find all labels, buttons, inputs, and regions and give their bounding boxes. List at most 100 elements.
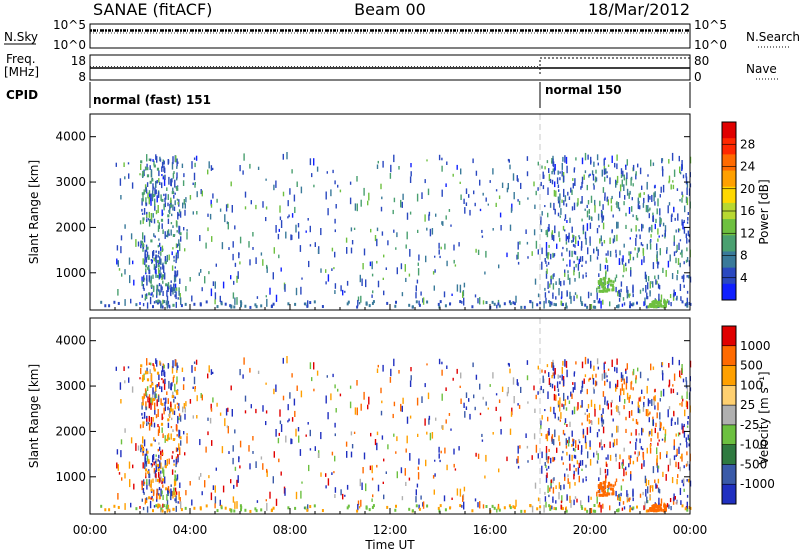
echo-feature-cell bbox=[651, 504, 654, 508]
range-cell bbox=[289, 188, 291, 195]
range-cell bbox=[193, 361, 196, 364]
range-cell bbox=[209, 213, 212, 220]
range-cell bbox=[163, 193, 165, 197]
nsky-label: N.Sky bbox=[4, 30, 38, 44]
range-cell bbox=[153, 264, 156, 269]
range-cell bbox=[233, 280, 235, 285]
range-cell bbox=[142, 232, 144, 240]
range-cell bbox=[184, 203, 186, 209]
range-cell bbox=[153, 301, 156, 304]
range-cell bbox=[128, 173, 130, 179]
range-cell bbox=[150, 397, 152, 403]
ground-cell bbox=[529, 504, 532, 508]
range-cell bbox=[662, 171, 664, 177]
range-cell bbox=[144, 498, 147, 504]
colorbar-segment bbox=[722, 138, 736, 155]
range-cell bbox=[167, 282, 170, 286]
range-cell bbox=[652, 215, 654, 223]
echo-feature-cell bbox=[601, 285, 604, 289]
range-cell bbox=[164, 406, 166, 412]
range-cell bbox=[630, 228, 633, 232]
range-cell bbox=[562, 360, 564, 366]
range-cell bbox=[446, 464, 448, 471]
range-cell bbox=[656, 455, 658, 463]
range-cell bbox=[659, 452, 661, 460]
range-cell bbox=[415, 496, 417, 503]
range-cell bbox=[631, 197, 633, 201]
range-cell bbox=[174, 396, 176, 399]
range-cell bbox=[574, 244, 576, 248]
range-cell bbox=[210, 165, 213, 171]
range-cell bbox=[406, 231, 408, 240]
range-cell bbox=[157, 191, 160, 198]
range-cell bbox=[445, 419, 447, 424]
range-cell bbox=[210, 204, 213, 208]
range-cell bbox=[172, 491, 174, 499]
x-tick-1200: 12:00 bbox=[373, 523, 408, 537]
range-cell bbox=[168, 413, 170, 417]
range-cell bbox=[409, 249, 411, 257]
range-cell bbox=[606, 197, 608, 202]
range-cell bbox=[128, 377, 130, 383]
range-cell bbox=[266, 470, 268, 477]
range-cell bbox=[485, 401, 487, 406]
range-cell bbox=[225, 204, 228, 212]
range-cell bbox=[625, 177, 628, 186]
range-cell bbox=[558, 189, 560, 192]
range-cell bbox=[537, 249, 539, 255]
range-cell bbox=[668, 159, 670, 164]
echo-feature-cell bbox=[172, 303, 175, 307]
range-cell bbox=[517, 241, 519, 250]
range-cell bbox=[558, 393, 560, 396]
range-cell bbox=[601, 446, 603, 451]
range-cell bbox=[141, 294, 143, 298]
range-cell bbox=[564, 359, 566, 367]
range-cell bbox=[207, 373, 209, 379]
range-cell bbox=[619, 395, 621, 402]
range-cell bbox=[592, 378, 595, 385]
range-cell bbox=[567, 270, 569, 274]
range-cell bbox=[647, 276, 650, 282]
range-cell bbox=[658, 497, 660, 506]
range-cell bbox=[178, 494, 180, 500]
ground-cell bbox=[549, 303, 552, 307]
range-cell bbox=[157, 220, 159, 224]
range-cell bbox=[679, 171, 682, 175]
range-cell bbox=[327, 412, 329, 420]
ground-cell bbox=[459, 504, 462, 508]
range-cell bbox=[382, 277, 384, 280]
range-cell bbox=[287, 420, 289, 423]
range-cell bbox=[564, 229, 566, 232]
range-cell bbox=[554, 164, 556, 171]
range-cell bbox=[349, 197, 352, 205]
range-cell bbox=[426, 431, 428, 435]
nave-tick-high: 80 bbox=[694, 54, 709, 68]
range-cell bbox=[460, 194, 462, 200]
range-cell bbox=[149, 296, 152, 305]
range-cell bbox=[463, 282, 466, 288]
range-cell bbox=[372, 290, 374, 294]
range-cell bbox=[124, 428, 126, 433]
range-cell bbox=[673, 251, 676, 257]
range-cell bbox=[305, 230, 307, 233]
range-cell bbox=[646, 385, 648, 394]
range-cell bbox=[561, 199, 563, 203]
range-cell bbox=[183, 377, 185, 382]
range-cell bbox=[140, 449, 142, 453]
range-cell bbox=[626, 392, 629, 400]
ground-cell bbox=[156, 301, 159, 305]
range-cell bbox=[477, 249, 480, 255]
range-cell bbox=[615, 383, 617, 388]
range-cell bbox=[550, 457, 552, 464]
range-cell bbox=[605, 474, 607, 479]
range-cell bbox=[588, 378, 590, 382]
range-cell bbox=[233, 484, 235, 489]
range-cell bbox=[140, 368, 142, 374]
range-cell bbox=[266, 264, 268, 269]
range-cell bbox=[174, 277, 177, 282]
range-cell bbox=[604, 361, 606, 364]
range-cell bbox=[152, 455, 154, 463]
echo-feature-cell bbox=[649, 303, 652, 306]
range-cell bbox=[621, 179, 623, 187]
range-cell bbox=[363, 248, 366, 256]
